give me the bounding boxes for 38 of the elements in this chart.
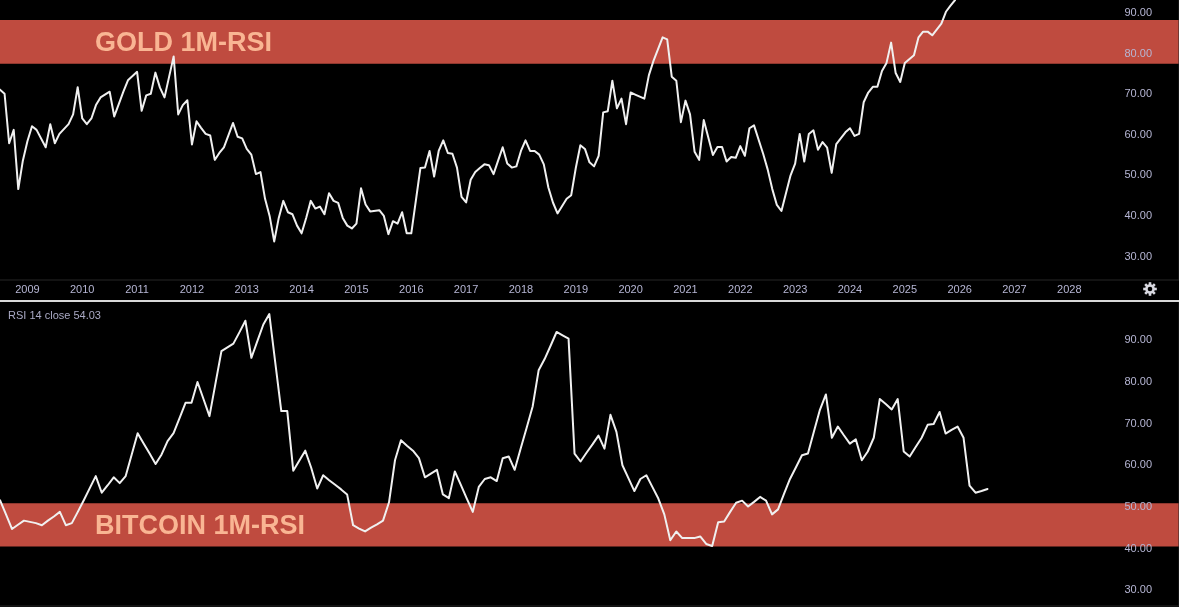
x-tick-label: 2025 xyxy=(892,282,918,295)
y-tick-label: 60.00 xyxy=(1124,127,1152,140)
x-tick-label: 2021 xyxy=(673,282,698,295)
annotation: RSI 14 close 54.03 xyxy=(8,308,101,322)
x-tick-label: 2026 xyxy=(947,282,972,295)
x-tick-label: 2020 xyxy=(618,282,643,295)
y-tick-label: 30.00 xyxy=(1124,249,1152,262)
y-tick-label: 80.00 xyxy=(1124,375,1152,388)
y-tick-label: 70.00 xyxy=(1124,87,1152,100)
x-tick-label: 2016 xyxy=(399,282,424,295)
x-tick-label: 2024 xyxy=(837,282,863,295)
y-tick-label: 60.00 xyxy=(1124,458,1152,471)
y-tick-label: 70.00 xyxy=(1124,416,1152,429)
x-tick-label: 2014 xyxy=(289,282,314,295)
line-series xyxy=(0,0,957,243)
x-tick-label: 2012 xyxy=(179,282,205,295)
y-tick-label: 90.00 xyxy=(1124,6,1152,19)
x-tick-label: 2013 xyxy=(234,282,260,295)
x-tick-label: 2027 xyxy=(1002,282,1027,295)
band-label: BITCOIN 1M-RSI xyxy=(95,510,306,541)
x-tick-label: 2019 xyxy=(563,282,589,295)
y-tick-label: 30.00 xyxy=(1124,583,1152,596)
x-tick-label: 2015 xyxy=(344,282,369,295)
y-tick-label: 50.00 xyxy=(1124,168,1152,181)
x-tick-label: 2023 xyxy=(782,282,808,295)
x-tick-label: 2022 xyxy=(728,282,753,295)
x-tick-label: 2011 xyxy=(125,282,149,295)
x-tick-label: 2010 xyxy=(70,282,95,295)
line-series xyxy=(0,313,989,548)
x-tick-label: 2009 xyxy=(15,282,40,295)
x-tick-label: 2028 xyxy=(1057,282,1082,295)
y-tick-label: 80.00 xyxy=(1124,46,1152,59)
band-label: GOLD 1M-RSI xyxy=(95,27,273,58)
x-tick-label: 2018 xyxy=(508,282,534,295)
y-tick-label: 90.00 xyxy=(1124,333,1152,346)
y-tick-label: 50.00 xyxy=(1124,499,1152,512)
y-tick-label: 40.00 xyxy=(1124,208,1152,221)
x-tick-label: 2017 xyxy=(453,282,479,295)
